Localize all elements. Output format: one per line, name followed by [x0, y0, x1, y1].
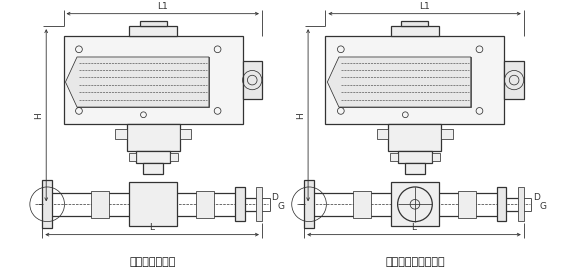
- Text: G: G: [277, 202, 284, 211]
- Bar: [377, 129, 389, 139]
- Text: H: H: [296, 112, 305, 119]
- Text: D: D: [533, 193, 540, 202]
- Text: G: G: [539, 202, 546, 211]
- Bar: [391, 182, 439, 226]
- Bar: [42, 180, 52, 228]
- Bar: [339, 57, 471, 107]
- Polygon shape: [327, 57, 471, 107]
- Bar: [196, 191, 214, 218]
- Bar: [325, 36, 505, 124]
- Bar: [143, 163, 163, 174]
- Bar: [64, 36, 242, 124]
- Bar: [139, 21, 167, 26]
- Bar: [242, 61, 262, 99]
- Bar: [497, 188, 506, 221]
- Bar: [180, 129, 191, 139]
- Bar: [129, 26, 177, 36]
- Bar: [432, 153, 439, 161]
- Bar: [389, 124, 442, 151]
- Text: L: L: [411, 223, 417, 232]
- Text: L1: L1: [158, 2, 168, 11]
- Bar: [518, 188, 523, 221]
- Bar: [405, 163, 424, 174]
- Text: 卫生级电动球阀: 卫生级电动球阀: [130, 257, 176, 267]
- Text: H: H: [34, 112, 43, 119]
- Polygon shape: [65, 57, 209, 107]
- Text: D: D: [271, 193, 278, 202]
- Bar: [391, 26, 439, 36]
- Bar: [92, 191, 109, 218]
- Bar: [402, 21, 428, 26]
- Bar: [505, 61, 523, 99]
- Bar: [77, 57, 209, 107]
- Bar: [127, 124, 180, 151]
- Bar: [115, 129, 127, 139]
- Bar: [235, 188, 245, 221]
- Bar: [442, 129, 453, 139]
- Bar: [390, 153, 398, 161]
- Bar: [136, 151, 170, 163]
- Text: 卫生级电动三通球阀: 卫生级电动三通球阀: [385, 257, 445, 267]
- Bar: [170, 153, 178, 161]
- Text: L1: L1: [419, 2, 430, 11]
- Bar: [256, 188, 262, 221]
- Bar: [129, 182, 177, 226]
- Bar: [304, 180, 314, 228]
- Text: L: L: [150, 223, 155, 232]
- Bar: [458, 191, 476, 218]
- Bar: [353, 191, 370, 218]
- Bar: [129, 153, 136, 161]
- Bar: [398, 151, 432, 163]
